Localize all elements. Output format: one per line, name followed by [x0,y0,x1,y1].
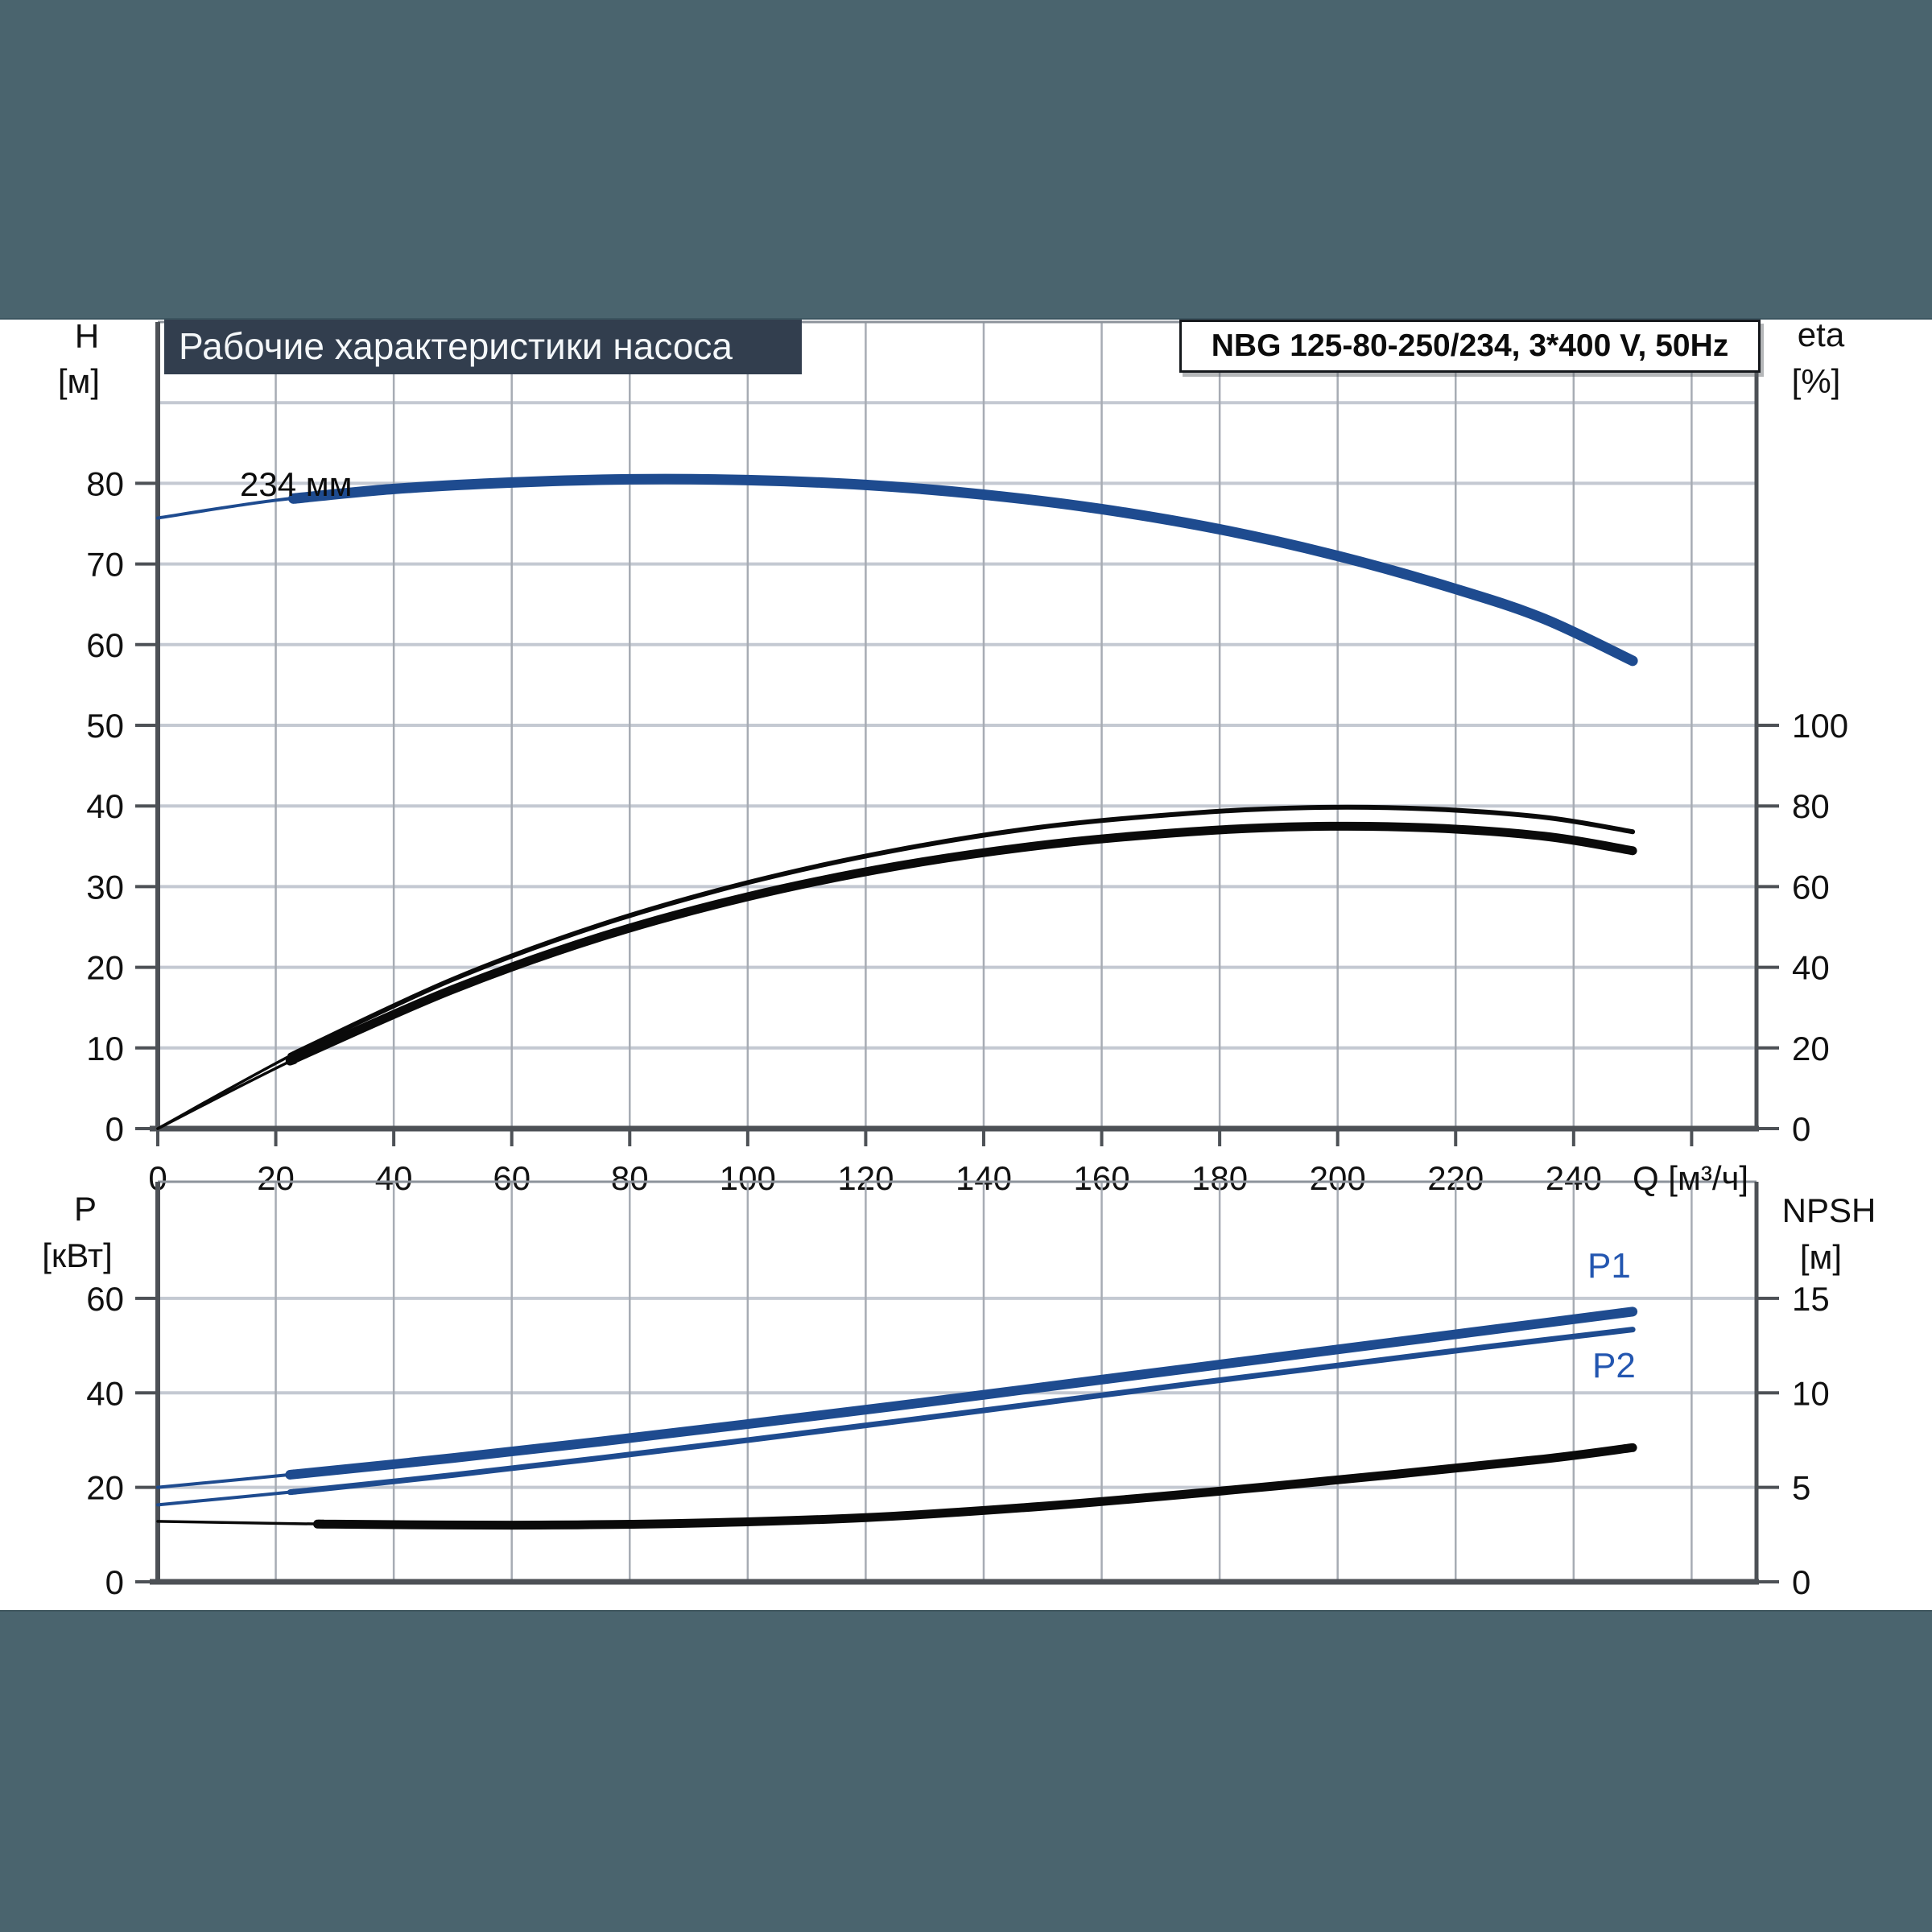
page-title: Рабочие характеристики насоса [164,320,802,374]
svg-text:30: 30 [86,868,124,906]
svg-text:20: 20 [86,949,124,987]
svg-text:0: 0 [105,1563,124,1601]
svg-text:0: 0 [1792,1563,1810,1601]
axis-unit-h: [м] [57,362,101,400]
svg-text:20: 20 [86,1469,124,1507]
axis-title-q: Q [м³/ч] [1632,1159,1749,1197]
axis-title-p: P [73,1190,97,1228]
svg-text:70: 70 [86,546,124,584]
svg-text:40: 40 [86,787,124,825]
svg-text:80: 80 [1792,787,1830,825]
pump-model-label: NBG 125-80-250/234, 3*400 V, 50Hz [1179,320,1761,373]
svg-text:15: 15 [1792,1280,1830,1318]
axis-title-h: H [74,317,100,355]
axis-unit-npsh: [м] [1799,1238,1843,1276]
svg-text:0: 0 [1792,1110,1810,1148]
svg-text:5: 5 [1792,1469,1810,1507]
axis-unit-eta: [%] [1791,362,1841,400]
svg-text:60: 60 [86,1280,124,1318]
svg-text:40: 40 [86,1374,124,1412]
axis-title-eta: eta [1797,316,1845,353]
svg-text:20: 20 [1792,1030,1830,1067]
svg-text:60: 60 [1792,868,1830,906]
svg-text:100: 100 [1792,707,1848,745]
svg-text:40: 40 [1792,949,1830,987]
svg-text:60: 60 [86,626,124,664]
svg-text:80: 80 [86,464,124,502]
p2-curve-label: P2 [1592,1346,1636,1385]
impeller-size-label: 234 мм [240,465,353,503]
svg-text:50: 50 [86,707,124,745]
svg-text:10: 10 [86,1030,124,1067]
svg-text:10: 10 [1792,1374,1830,1412]
axis-title-npsh: NPSH [1781,1191,1876,1229]
axis-unit-p: [кВт] [42,1236,113,1274]
svg-text:0: 0 [105,1110,124,1148]
svg-text:0: 0 [148,1159,167,1197]
p1-curve-label: P1 [1587,1246,1631,1286]
